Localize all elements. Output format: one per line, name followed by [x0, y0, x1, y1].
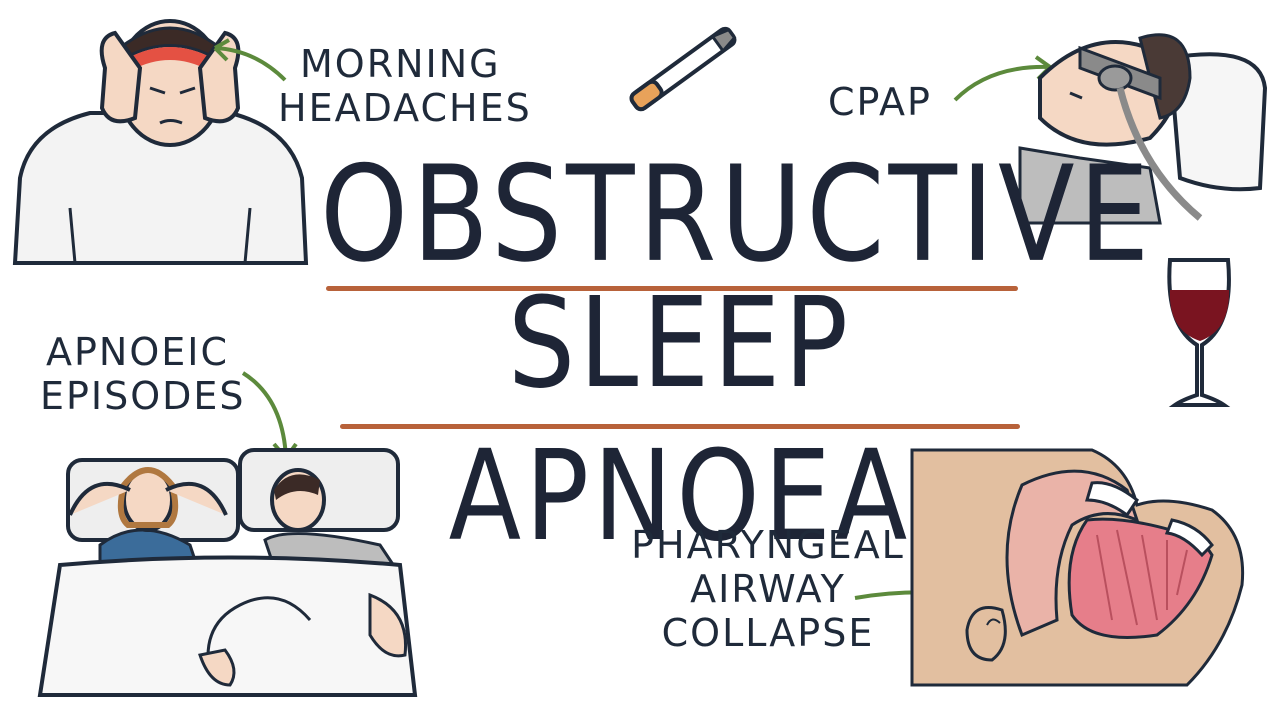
airway-label-line: AIRWAY — [690, 567, 846, 611]
apnoeic-label-line: APNOEIC — [46, 330, 229, 374]
title-divider-bottom — [340, 424, 1020, 429]
morning-headaches-arrow-icon — [213, 38, 287, 82]
wine-glass-icon — [1167, 258, 1231, 407]
headaches-label-line: HEADACHES — [278, 86, 532, 130]
cpap-label: CPAP — [828, 80, 932, 124]
pharyngeal-label-line: PHARYNGEAL — [631, 523, 905, 567]
page-title-line1: OBSTRUCTIVE — [320, 138, 1154, 292]
cigarette-icon — [629, 26, 737, 112]
headache-person-icon — [12, 19, 309, 265]
pharyngeal-airway-collapse-label: PHARYNGEAL AIRWAY COLLAPSE — [628, 523, 908, 655]
collapse-label-line: COLLAPSE — [661, 611, 875, 655]
airway-cross-section-icon — [910, 448, 1245, 687]
cpap-patient-icon — [1018, 33, 1268, 225]
morning-headaches-label: MORNING HEADACHES — [278, 42, 532, 130]
page-title-line2: SLEEP APNOEA — [448, 270, 912, 569]
morning-label-line: MORNING — [300, 42, 501, 86]
title-divider-top — [326, 286, 1018, 291]
sleeping-couple-icon — [37, 448, 418, 697]
episodes-label-line: EPISODES — [40, 374, 246, 418]
apnoeic-episodes-label: APNOEIC EPISODES — [40, 330, 246, 418]
